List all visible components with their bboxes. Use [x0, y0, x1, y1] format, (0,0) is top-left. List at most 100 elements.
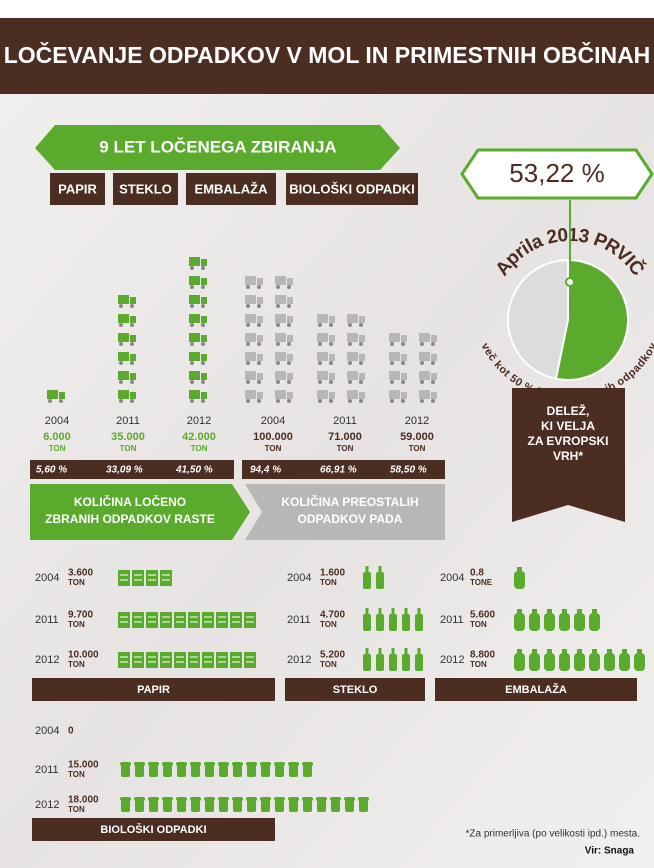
apple-icon	[233, 765, 242, 777]
truck-icon	[401, 380, 405, 384]
row-amount: 0.8	[470, 568, 484, 579]
row-amount: 4.700	[320, 610, 345, 621]
share: 33,09 %	[106, 465, 143, 476]
row-amount: 18.000	[68, 795, 99, 806]
arrow-text: ODPADKOV PADA	[298, 512, 403, 526]
apple-icon	[191, 800, 200, 812]
truck-icon	[189, 390, 200, 399]
truck-icon	[275, 295, 286, 304]
truck-icon	[431, 373, 437, 380]
truck-icon	[347, 390, 358, 399]
truck-icon	[390, 380, 394, 384]
pack-cap	[562, 609, 567, 613]
row-unit: TON	[470, 660, 487, 669]
apple-top	[204, 762, 215, 766]
truck-icon	[359, 323, 363, 327]
apple-icon	[233, 800, 242, 812]
truck-icon	[276, 304, 280, 308]
note-line: DELEŽ,	[547, 403, 590, 418]
paper-icon	[216, 652, 228, 668]
truck-icon	[246, 304, 250, 308]
truck-icon	[257, 285, 261, 289]
apple-icon	[163, 765, 172, 777]
group-name: BIOLOŠKI ODPADKI	[100, 823, 206, 836]
apple-icon	[177, 800, 186, 812]
truck-icon	[317, 352, 328, 361]
title: LOČEVANJE ODPADKOV V MOL IN PRIMESTNIH O…	[4, 41, 651, 68]
truck-icon	[201, 399, 205, 403]
bottle-icon	[402, 614, 410, 631]
truck-icon	[245, 295, 256, 304]
paper-icon	[230, 612, 242, 628]
truck-icon	[419, 333, 430, 342]
truck-icon	[201, 392, 207, 399]
pack-cap	[547, 609, 552, 613]
truck-icon	[190, 342, 194, 346]
share: 94,4 %	[250, 465, 281, 476]
truck-icon	[201, 323, 205, 327]
truck-icon	[317, 314, 328, 323]
row-amount: 5.600	[470, 610, 495, 621]
apple-icon	[289, 800, 298, 812]
truck-icon	[201, 380, 205, 384]
truck-icon	[329, 323, 333, 327]
truck-icon	[389, 352, 400, 361]
truck-icon	[201, 342, 205, 346]
truck-icon	[190, 399, 194, 403]
apple-icon	[219, 765, 228, 777]
bottle-icon	[363, 614, 371, 631]
truck-icon	[130, 316, 136, 323]
arrow-text: ZBRANIH ODPADKOV RASTE	[45, 512, 215, 526]
amount: 6.000	[43, 431, 71, 443]
tab-label: BIOLOŠKI ODPADKI	[289, 181, 414, 196]
tab-label: PAPIR	[58, 181, 97, 196]
truck-icon	[245, 276, 256, 285]
apple-top	[162, 762, 173, 766]
truck-icon	[359, 335, 365, 342]
truck-icon	[419, 352, 430, 361]
pack-icon	[529, 613, 540, 631]
truck-icon	[389, 390, 400, 399]
truck-icon	[246, 380, 250, 384]
apple-icon	[121, 765, 130, 777]
apple-top	[246, 797, 257, 801]
truck-icon	[119, 342, 123, 346]
apple-icon	[317, 800, 326, 812]
paper-icon	[160, 612, 172, 628]
pack-icon	[544, 613, 555, 631]
pack-cap	[562, 649, 567, 653]
pack-cap	[517, 649, 522, 653]
truck-icon	[201, 304, 205, 308]
truck-icon	[359, 316, 365, 323]
bottle-neck	[379, 566, 382, 573]
bottle-icon	[363, 572, 371, 589]
pack-cap	[547, 649, 552, 653]
row-amount: 5.200	[320, 650, 345, 661]
apple-icon	[205, 765, 214, 777]
apple-top	[260, 797, 271, 801]
group-name: STEKLO	[333, 684, 378, 696]
bottle-neck	[405, 648, 408, 655]
row-amount: 0	[68, 726, 74, 737]
pack-cap	[592, 609, 597, 613]
pack-cap	[532, 609, 537, 613]
apple-top	[274, 797, 285, 801]
truck-icon	[359, 392, 365, 399]
truck-icon	[287, 285, 291, 289]
truck-icon	[257, 323, 261, 327]
apple-icon	[163, 800, 172, 812]
truck-icon	[130, 373, 136, 380]
row-year: 2011	[35, 764, 59, 776]
apple-top	[176, 797, 187, 801]
footnote: *Za primerljiva (po velikosti ipd.) mest…	[466, 829, 641, 840]
paper-icon	[132, 612, 144, 628]
truck-icon	[287, 342, 291, 346]
note-line: VRH*	[553, 449, 583, 463]
truck-icon	[389, 371, 400, 380]
row-year: 2011	[287, 614, 311, 626]
row-year: 2012	[35, 654, 59, 666]
amount: 35.000	[111, 431, 145, 443]
row-year: 2004	[35, 572, 59, 584]
group-name: PAPIR	[137, 684, 170, 696]
apple-top	[246, 762, 257, 766]
